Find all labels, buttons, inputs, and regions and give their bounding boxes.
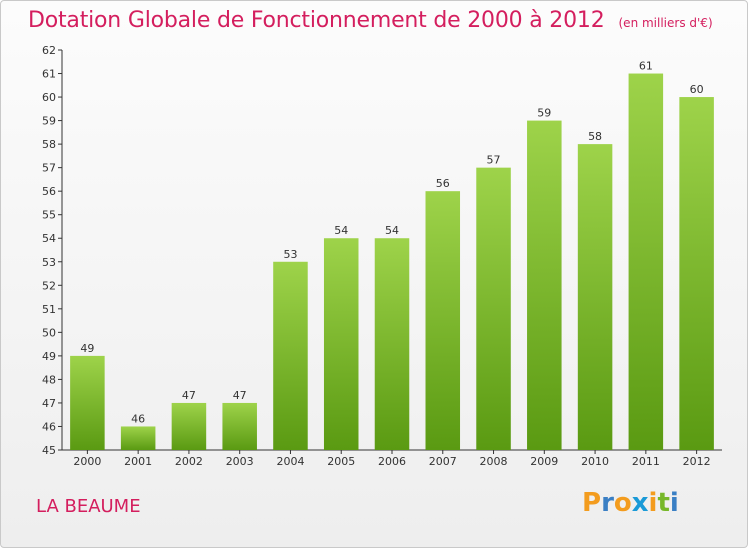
y-tick-label: 52	[42, 279, 56, 292]
bar	[425, 191, 461, 451]
bar-value-label: 58	[588, 130, 602, 143]
x-tick-label: 2012	[683, 455, 711, 468]
bar	[679, 97, 714, 450]
chart-title: Dotation Globale de Fonctionnement de 20…	[28, 8, 713, 33]
bar-value-label: 54	[385, 224, 399, 237]
y-tick-label: 62	[42, 44, 56, 57]
y-tick-label: 54	[42, 232, 56, 245]
y-tick-label: 57	[42, 162, 56, 175]
x-tick-label: 2009	[530, 455, 558, 468]
x-tick-label: 2006	[378, 455, 406, 468]
bar-value-label: 56	[436, 177, 450, 190]
bar	[70, 355, 105, 450]
bar	[527, 120, 562, 451]
city-name: LA BEAUME	[36, 496, 141, 517]
y-tick-label: 50	[42, 326, 56, 339]
x-tick-label: 2008	[480, 455, 508, 468]
y-tick-label: 60	[42, 91, 56, 104]
bar	[374, 238, 410, 450]
y-tick-label: 47	[42, 397, 56, 410]
proxiti-logo: Proxiti	[582, 488, 679, 518]
x-tick-label: 2005	[327, 455, 355, 468]
bar	[476, 167, 511, 450]
bar	[120, 426, 156, 450]
logo-letter: i	[648, 488, 658, 518]
x-tick-label: 2000	[73, 455, 101, 468]
bar-value-label: 47	[233, 389, 247, 402]
x-tick-label: 2007	[429, 455, 457, 468]
bar	[323, 238, 359, 450]
x-tick-label: 2001	[124, 455, 152, 468]
y-tick-label: 58	[42, 138, 56, 151]
bar	[273, 261, 308, 450]
y-tick-label: 51	[42, 303, 56, 316]
x-tick-label: 2002	[175, 455, 203, 468]
bar	[171, 402, 207, 450]
bar-value-label: 46	[131, 412, 145, 425]
y-tick-label: 46	[42, 420, 56, 433]
bar-value-label: 60	[690, 83, 704, 96]
bar-value-label: 61	[639, 60, 653, 73]
y-tick-label: 56	[42, 185, 56, 198]
y-tick-label: 49	[42, 350, 56, 363]
bar-value-label: 53	[283, 248, 297, 261]
logo-letter: P	[582, 488, 602, 518]
x-tick-label: 2010	[581, 455, 609, 468]
y-tick-label: 55	[42, 209, 56, 222]
x-tick-label: 2003	[226, 455, 254, 468]
bar	[222, 402, 257, 450]
logo-letter: i	[669, 488, 679, 518]
logo-letter: o	[613, 488, 632, 518]
bar-value-label: 57	[487, 154, 501, 167]
y-tick-label: 45	[42, 444, 56, 457]
bar-value-label: 47	[182, 389, 196, 402]
y-tick-label: 53	[42, 256, 56, 269]
y-tick-label: 59	[42, 115, 56, 128]
bar-layer: 49 46 47 47 53 54 54 56 57 59 58 61 60	[70, 60, 714, 451]
chart-unit: (en milliers d'€)	[618, 16, 713, 30]
chart-title-text: Dotation Globale de Fonctionnement de 20…	[28, 8, 605, 33]
y-tick-label: 61	[42, 68, 56, 81]
bar	[628, 73, 664, 450]
logo-letter: r	[601, 488, 614, 518]
x-tick-label: 2011	[632, 455, 660, 468]
logo-letter: x	[631, 488, 649, 518]
y-tick-label: 48	[42, 373, 56, 386]
bar	[577, 144, 613, 450]
logo-letter: t	[657, 488, 670, 518]
bar-value-label: 54	[334, 224, 348, 237]
x-tick-label: 2004	[276, 455, 304, 468]
bar-value-label: 49	[80, 342, 94, 355]
bar-value-label: 59	[537, 107, 551, 120]
